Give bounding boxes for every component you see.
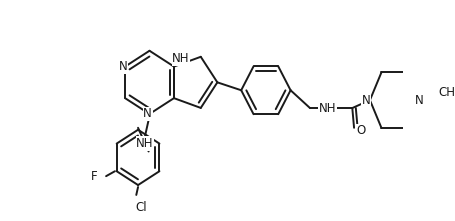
Text: N: N [414, 94, 423, 107]
Text: CH₃: CH₃ [437, 86, 455, 99]
Text: F: F [91, 170, 98, 183]
Text: N: N [143, 107, 152, 120]
Text: O: O [356, 124, 365, 137]
Text: NH: NH [172, 52, 189, 65]
Text: Cl: Cl [136, 201, 147, 214]
Text: N: N [119, 60, 127, 73]
Text: N: N [361, 94, 370, 107]
Text: NH: NH [136, 137, 153, 150]
Text: NH: NH [318, 101, 336, 114]
